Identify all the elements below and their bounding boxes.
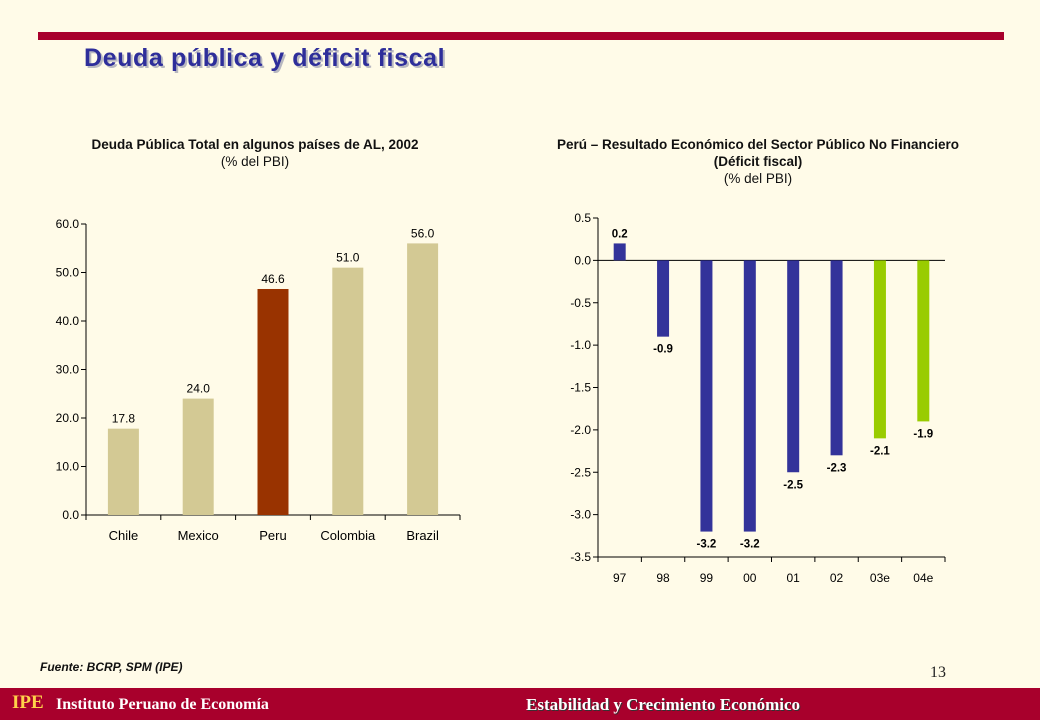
chart2-bar — [787, 260, 800, 473]
chart2-y-tick-label: -1.0 — [570, 338, 591, 352]
chart2-bar — [830, 260, 843, 456]
chart1-y-tick-label: 60.0 — [56, 217, 80, 231]
chart2-category-label: 00 — [743, 571, 757, 585]
chart2-y-tick-label: -3.5 — [570, 550, 591, 564]
chart2-data-label: -2.5 — [783, 479, 803, 491]
chart2-y-tick-label: -0.5 — [570, 296, 591, 310]
chart2-y-tick-label: -2.0 — [570, 423, 591, 437]
chart1-y-tick-label: 20.0 — [56, 411, 80, 425]
chart1-title-block: Deuda Pública Total en algunos países de… — [40, 136, 470, 170]
chart1-y-tick-label: 40.0 — [56, 314, 80, 328]
chart2-bar — [613, 243, 626, 261]
page-number: 13 — [930, 664, 946, 681]
chart2-data-label: -2.3 — [827, 462, 847, 474]
chart2-y-tick-label: 0.0 — [574, 253, 591, 267]
chart2-data-label: -3.2 — [697, 539, 717, 551]
chart2-title-block: Perú – Resultado Económico del Sector Pú… — [548, 136, 968, 187]
chart1-category-label: Peru — [259, 528, 286, 543]
ipe-logo: IPE — [12, 692, 44, 713]
chart1-y-tick-label: 50.0 — [56, 266, 80, 280]
chart2-y-tick-label: -3.0 — [570, 508, 591, 522]
chart2-bar — [743, 260, 756, 532]
chart2-bar — [700, 260, 713, 532]
chart1-data-label: 46.6 — [261, 272, 285, 286]
chart2-category-label: 01 — [787, 571, 801, 585]
chart1-data-label: 17.8 — [112, 412, 136, 426]
chart2-data-label: -1.9 — [913, 428, 933, 440]
footer-org-name: Instituto Peruano de Economía — [56, 696, 269, 713]
source-note: Fuente: BCRP, SPM (IPE) — [40, 660, 183, 674]
footer-section-title: Estabilidad y Crecimiento Económico — [526, 695, 801, 714]
chart2-bar — [917, 260, 930, 422]
chart2-category-label: 97 — [613, 571, 627, 585]
chart1-title: Deuda Pública Total en algunos países de… — [91, 137, 419, 152]
chart2-category-label: 04e — [913, 571, 933, 585]
chart1-y-tick-label: 10.0 — [56, 460, 80, 474]
chart1-bar — [332, 267, 364, 515]
chart1-bar — [107, 428, 139, 515]
chart1-category-label: Mexico — [178, 528, 219, 543]
chart2-category-label: 02 — [830, 571, 844, 585]
chart2-y-tick-label: 0.5 — [574, 211, 591, 225]
chart1-category-label: Brazil — [406, 528, 439, 543]
chart2-category-label: 03e — [870, 571, 890, 585]
chart1-subtitle: (% del PBI) — [220, 154, 290, 169]
chart2-bar — [657, 260, 670, 337]
chart2-data-label: -2.1 — [870, 445, 890, 457]
chart2-bar — [873, 260, 886, 439]
chart2-y-tick-label: -1.5 — [570, 381, 591, 395]
chart2-subtitle: (% del PBI) — [723, 171, 793, 186]
chart1-category-label: Colombia — [320, 528, 376, 543]
chart2-data-label: -3.2 — [740, 539, 760, 551]
chart1-data-label: 56.0 — [411, 226, 435, 240]
chart1-data-label: 51.0 — [336, 251, 360, 265]
chart1-y-tick-label: 0.0 — [62, 508, 79, 522]
footer-bar: IPE Instituto Peruano de Economía Estabi… — [0, 688, 1040, 720]
chart1-y-tick-label: 30.0 — [56, 363, 80, 377]
chart2-data-label: 0.2 — [612, 228, 628, 240]
chart2-title: Perú – Resultado Económico del Sector Pú… — [556, 137, 960, 169]
chart1-data-label: 24.0 — [187, 382, 211, 396]
chart2-category-label: 98 — [656, 571, 670, 585]
top-rule — [38, 32, 1004, 40]
chart2-data-label: -0.9 — [653, 344, 673, 356]
chart1-bar — [182, 398, 214, 515]
chart1-category-label: Chile — [109, 528, 139, 543]
chart2-y-tick-label: -2.5 — [570, 465, 591, 479]
chart2-category-label: 99 — [700, 571, 714, 585]
chart1-bar — [407, 243, 439, 515]
chart1-bar — [257, 288, 289, 515]
slide-title: Deuda pública y déficit fiscal — [84, 44, 446, 72]
